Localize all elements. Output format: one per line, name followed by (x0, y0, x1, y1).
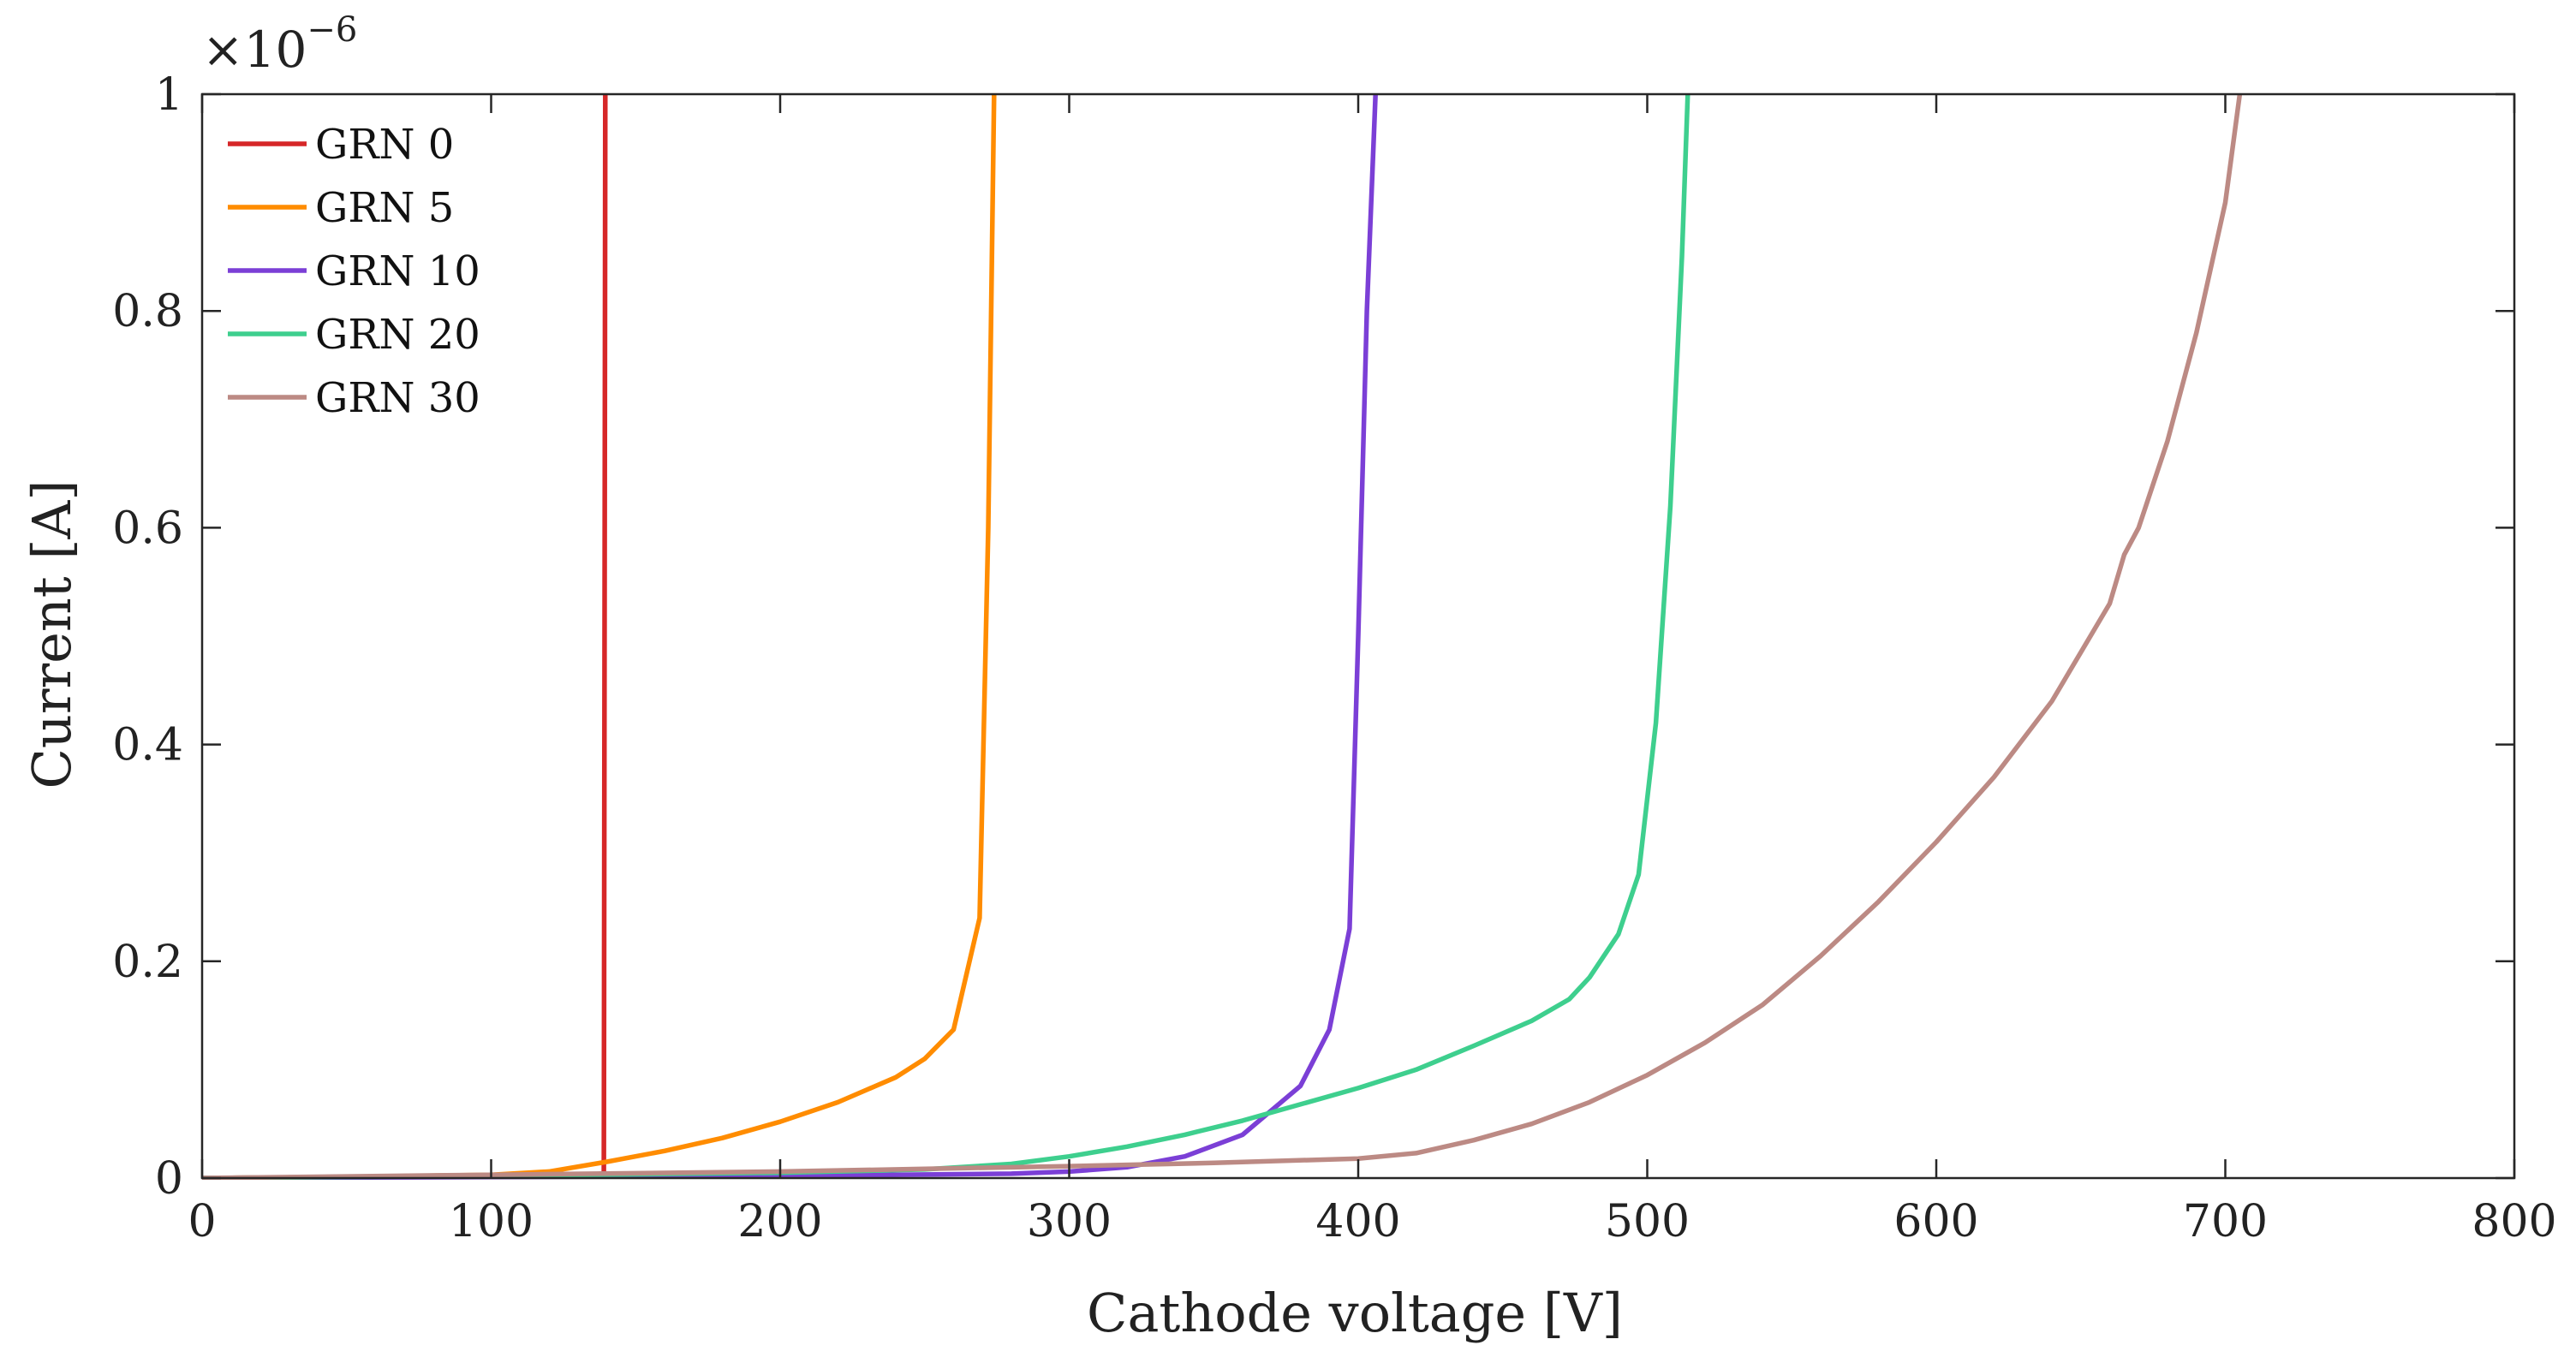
x-tick-label: 600 (1893, 1196, 1978, 1247)
axes-layer: 0 100 200 300 400 500 600 700 800 0 0.2 0.4 0.6 0.8 1 (112, 69, 2556, 1247)
x-tick-label: 700 (2183, 1196, 2268, 1247)
legend: GRN 0 GRN 5 GRN 10 GRN 20 GRN 30 (228, 121, 480, 422)
y-tick-label: 0.4 (112, 720, 183, 771)
x-tick-label: 800 (2472, 1196, 2556, 1247)
x-tick-label: 100 (449, 1196, 534, 1247)
legend-label-grn-20: GRN 20 (315, 311, 480, 359)
x-tick-label: 300 (1027, 1196, 1112, 1247)
x-tick-label: 200 (737, 1196, 822, 1247)
y-tick-label: 0.2 (112, 937, 183, 988)
y-axis-scale-multiplier: ×10−6 (202, 10, 357, 79)
series-line-grn-10 (202, 93, 1378, 1180)
legend-label-grn-5: GRN 5 (315, 184, 454, 232)
legend-label-grn-0: GRN 0 (315, 121, 454, 169)
x-tick-label: 400 (1315, 1196, 1400, 1247)
series-line-grn-30 (202, 93, 2243, 1180)
legend-label-grn-30: GRN 30 (315, 374, 480, 422)
y-tick-label: 0 (155, 1153, 183, 1205)
x-axis-label: Cathode voltage [V] (1087, 1282, 1623, 1344)
y-tick-label: 1 (155, 69, 183, 121)
x-tick-label: 500 (1605, 1196, 1690, 1247)
legend-label-grn-10: GRN 10 (315, 247, 480, 295)
y-tick-label: 0.8 (112, 286, 183, 337)
y-scale-exponent: −6 (307, 10, 357, 50)
y-tick-label: 0.6 (112, 503, 183, 554)
x-tick-label: 0 (188, 1196, 216, 1247)
y-scale-base: ×10 (202, 21, 307, 79)
y-axis-label: Current [A] (21, 479, 83, 789)
